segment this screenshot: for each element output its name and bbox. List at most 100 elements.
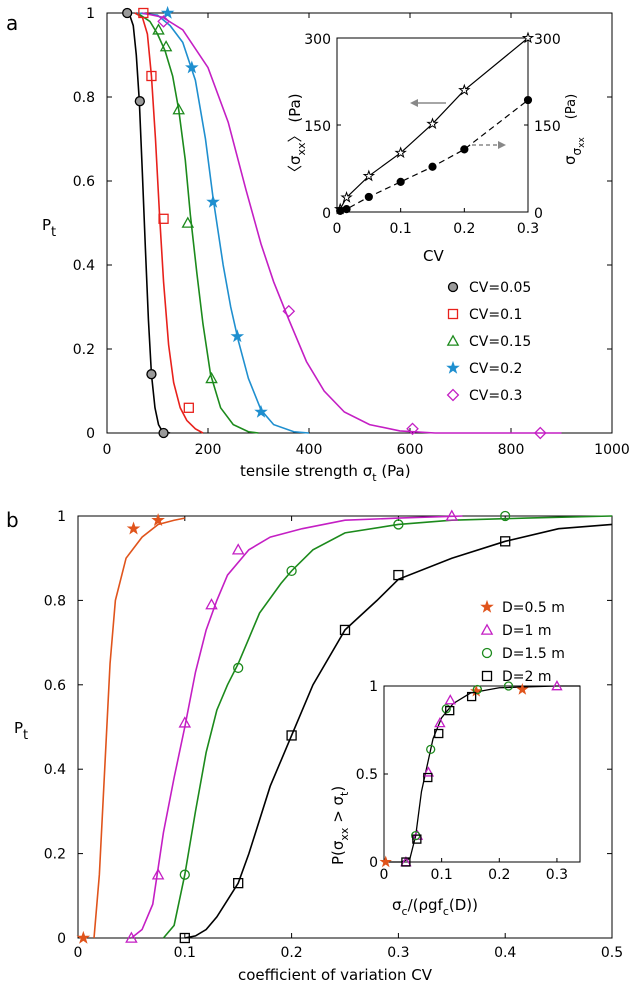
inset-b-point-d-2-m — [423, 772, 433, 783]
data-point-d-0-5-m — [151, 513, 165, 527]
data-point-cv-0-2 — [185, 60, 199, 74]
panel-a-curves — [124, 12, 562, 434]
inset-a-point-std — [342, 205, 351, 214]
data-point-cv-0-3 — [406, 422, 419, 436]
legend-marker-cv-0-3 — [446, 388, 460, 402]
inset-b-point-d-0-5-m — [379, 855, 392, 868]
series-line-d-0-5-m — [93, 517, 185, 939]
panel-a-ytick-label: 0.6 — [73, 174, 95, 190]
inset-b-xtick-label: 0.2 — [488, 867, 510, 883]
panel-b-ytick-label: 0.4 — [44, 762, 66, 778]
data-point-d-0-5-m — [126, 521, 141, 535]
inset-b-xtick-label: 0.1 — [431, 867, 453, 883]
legend-label-cv-0-15: CV=0.15 — [469, 334, 531, 350]
series-line-cv-0-2 — [137, 12, 310, 434]
inset-a-xlabel: CV — [423, 247, 444, 265]
data-point-cv-0-2 — [160, 5, 175, 19]
panel-a-ylabel: Pt — [42, 216, 56, 240]
panel-b: b 0 0.1 0.2 0.3 0.4 0.5 0 0.2 0.4 0.6 0.8 1 Pt coef… — [6, 508, 623, 984]
data-point-cv-0-1 — [183, 402, 194, 413]
inset-a-xtick-label: 0 — [333, 221, 342, 237]
panel-a-xtick-label: 600 — [397, 442, 424, 458]
panel-a-ytick-label: 0.2 — [73, 342, 95, 358]
data-point-cv-0-2 — [254, 404, 268, 418]
panel-b-xlabel: coefficient of variation CV — [238, 966, 433, 984]
inset-a-arrow-right — [472, 141, 506, 149]
panel-a-markers — [122, 5, 547, 440]
inset-b-xtick-label: 0 — [380, 867, 389, 883]
inset-b-point-d-2-m — [466, 691, 477, 702]
data-point-cv-0-3 — [157, 15, 170, 28]
data-point-cv-0-15 — [181, 216, 195, 228]
panel-a-xtick-label: 800 — [498, 442, 525, 458]
inset-b-point-d-1-5-m — [472, 684, 483, 695]
panel-b-ytick-label: 0.6 — [44, 678, 66, 694]
legend-marker-d-1-m — [480, 623, 494, 635]
panel-b-xtick-label: 0 — [74, 945, 83, 961]
panel-b-xtick-label: 0.1 — [174, 945, 196, 961]
inset-b-lines — [379, 680, 580, 868]
inset-a-point-mean — [426, 117, 439, 130]
legend-marker-cv-0-15 — [446, 334, 460, 346]
data-point-cv-0-05 — [122, 7, 133, 19]
inset-a-ytick-label-right: 150 — [534, 119, 561, 135]
inset-a-xtick-label: 0.3 — [517, 221, 539, 237]
panel-a-ytick-label: 1 — [86, 6, 95, 22]
data-point-cv-0-2 — [230, 329, 245, 343]
inset-b-point-d-2-m — [445, 705, 455, 716]
panel-b-legend: D=0.5 m D=1 m D=1.5 m D=2 m — [480, 599, 565, 685]
inset-b-xtick-label: 0.3 — [546, 867, 568, 883]
panel-b-ytick-label: 1 — [57, 509, 66, 525]
series-line-cv-0-1 — [134, 12, 204, 434]
data-point-d-2-m — [286, 730, 297, 741]
inset-b-ylabel: P(σxx > σt) — [329, 786, 351, 865]
panel-b-ylabel: Pt — [14, 719, 28, 743]
data-point-d-2-m — [179, 932, 190, 944]
legend-label-d-0-5-m: D=0.5 m — [502, 600, 565, 616]
legend-marker-cv-0-2 — [446, 360, 460, 374]
panel-a-ticks: 0 200 400 600 800 1000 0 0.2 0.4 0.6 0.8 1 — [73, 6, 630, 458]
inset-b-point-d-1-m — [422, 766, 435, 777]
inset-b-point-d-1-m — [444, 694, 456, 705]
inset-b-ytick-label: 0 — [369, 855, 378, 871]
panel-a-axes-frame — [106, 12, 613, 434]
inset-a-point-std — [364, 192, 373, 202]
panel-a-xtick-label: 1000 — [594, 442, 630, 458]
data-point-d-1-m — [125, 931, 138, 943]
data-point-d-2-m — [339, 624, 351, 636]
panel-b-axes-frame — [77, 515, 613, 939]
series-line-d-1-5-m — [162, 515, 613, 939]
legend-label-d-1-m: D=1 m — [502, 623, 552, 639]
panel-a: a 0 200 400 600 800 1000 0 0.2 0.4 0.6 0.8 1 Pt ten… — [6, 5, 630, 484]
series-line-cv-0-3 — [142, 12, 562, 434]
inset-a-point-std — [396, 177, 405, 186]
inset-b-point-d-1-5-m — [503, 681, 514, 691]
panel-a-ytick-label: 0.8 — [73, 90, 95, 106]
inset-a-ytick-label-right: 300 — [534, 32, 561, 48]
panel-a-xtick-label: 200 — [195, 442, 222, 458]
data-point-d-1-5-m — [286, 565, 297, 577]
data-point-d-0-5-m — [76, 930, 91, 944]
panel-b-xtick-label: 0.3 — [387, 945, 409, 961]
inset-b-point-d-2-m — [412, 834, 422, 844]
data-point-d-1-5-m — [233, 662, 244, 674]
inset-a-ylabel-right: σσxx(Pa) — [561, 94, 587, 165]
inset-b-point-d-1-m — [434, 717, 446, 728]
inset-b-point-d-2-m — [401, 857, 411, 867]
panel-b-ytick-label: 0.2 — [44, 847, 66, 863]
inset-b-point-d-2-m — [434, 728, 444, 739]
inset-a-arrow-left — [410, 99, 446, 107]
legend-marker-d-1-5-m — [481, 647, 493, 659]
panel-b-ytick-label: 0.8 — [44, 593, 66, 609]
inset-a-point-mean — [458, 83, 471, 96]
legend-label-d-2-m: D=2 m — [502, 669, 552, 685]
panel-b-xtick-label: 0.4 — [494, 945, 516, 961]
inset-a-point-mean — [362, 169, 376, 182]
panel-b-xtick-label: 0.5 — [601, 945, 623, 961]
data-point-cv-0-05 — [134, 96, 145, 107]
panel-a-ytick-label: 0 — [86, 426, 95, 442]
legend-marker-cv-0-1 — [447, 308, 459, 320]
data-point-cv-0-15 — [205, 371, 218, 384]
